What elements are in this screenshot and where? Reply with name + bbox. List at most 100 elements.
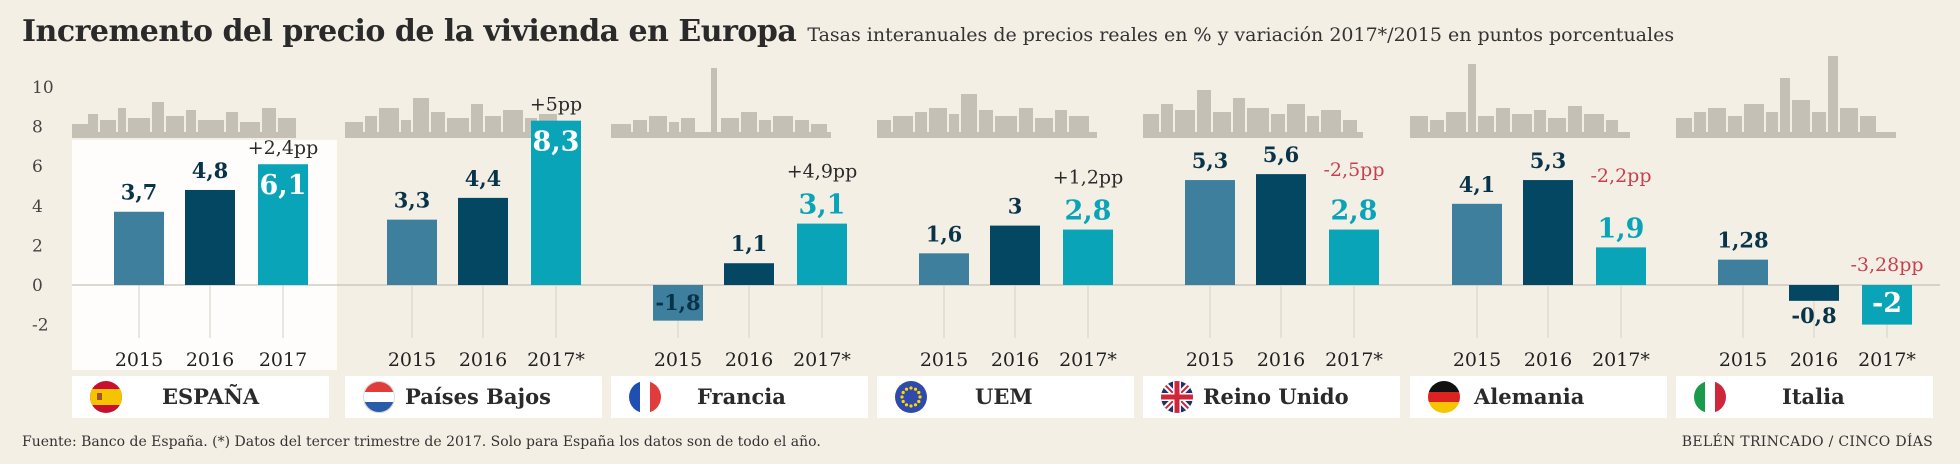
bar-nl-2017* xyxy=(531,120,581,285)
city-skyline-5 xyxy=(1410,64,1630,138)
skyline-building xyxy=(979,110,993,138)
change-annotation: -2,5pp xyxy=(1324,159,1385,181)
country-box: Países Bajos xyxy=(345,376,602,418)
skyline-building xyxy=(1568,106,1582,138)
x-tick-label: 2015 xyxy=(654,349,702,371)
uk-flag-icon xyxy=(1161,381,1193,413)
x-tick-label: 2016 xyxy=(725,349,773,371)
bar-es-2015 xyxy=(114,211,164,285)
x-tick-label: 2017* xyxy=(527,349,585,371)
bar-de-2017* xyxy=(1596,247,1646,285)
skyline-building xyxy=(471,104,483,138)
skyline-building xyxy=(88,114,98,138)
skyline-base xyxy=(877,132,1097,138)
country-box: Reino Unido xyxy=(1143,376,1400,418)
city-skyline-4 xyxy=(1143,90,1363,138)
skyline-building xyxy=(929,108,947,138)
value-label: -0,8 xyxy=(1791,303,1836,328)
skyline-building xyxy=(152,102,164,138)
x-tick-label: 2017* xyxy=(1592,349,1650,371)
value-label: 3 xyxy=(1008,194,1023,219)
skyline-building xyxy=(1247,108,1269,138)
bar-de-2016 xyxy=(1523,180,1573,285)
x-tick-label: 2017* xyxy=(1858,349,1916,371)
bar-eu-2016 xyxy=(990,225,1040,285)
skyline-building xyxy=(1287,104,1305,138)
change-annotation: +2,4pp xyxy=(248,137,318,159)
bar-eu-2015 xyxy=(919,253,969,285)
value-label: 1,6 xyxy=(926,221,963,246)
country-name: Italia xyxy=(1782,384,1845,409)
bar-fr-2016 xyxy=(724,263,774,285)
value-label: 4,4 xyxy=(465,166,502,191)
x-tick-label: 2016 xyxy=(991,349,1039,371)
value-label: -1,8 xyxy=(655,290,700,315)
x-tick-label: 2016 xyxy=(1257,349,1305,371)
country-name: Alemania xyxy=(1474,384,1585,409)
skyline-building xyxy=(118,108,126,138)
bar-uk-2017* xyxy=(1329,229,1379,285)
x-tick-label: 2015 xyxy=(115,349,163,371)
skyline-building xyxy=(915,112,927,138)
skyline-building xyxy=(1446,112,1466,138)
skyline-base xyxy=(72,132,292,138)
value-label: 1,1 xyxy=(731,231,768,256)
city-skyline-2 xyxy=(611,68,831,138)
value-label: 5,3 xyxy=(1192,148,1229,173)
skyline-building xyxy=(503,110,523,138)
title-block: Incremento del precio de la vivienda en … xyxy=(22,14,1674,49)
skyline-building xyxy=(1792,100,1810,138)
de-flag-icon xyxy=(1428,381,1460,413)
it-flag-icon xyxy=(1694,381,1726,413)
skyline-base xyxy=(1410,132,1630,138)
skyline-building xyxy=(226,112,238,138)
bar-it-2016 xyxy=(1789,285,1839,301)
y-tick-label: 4 xyxy=(32,197,43,217)
bar-de-2015 xyxy=(1452,203,1502,285)
skyline-building xyxy=(186,110,196,138)
bar-uk-2016 xyxy=(1256,174,1306,285)
skyline-building xyxy=(1233,98,1245,138)
value-label: -2 xyxy=(1872,288,1902,319)
bar-fr-2015 xyxy=(653,285,703,321)
y-tick-label: -2 xyxy=(32,316,49,336)
value-label: 5,6 xyxy=(1263,142,1300,167)
city-skyline-0 xyxy=(72,102,296,138)
country-box: Italia xyxy=(1676,376,1933,418)
bar-es-2016 xyxy=(185,189,235,285)
skyline-building xyxy=(1468,64,1476,138)
skyline-building xyxy=(1496,108,1510,138)
y-tick-label: 8 xyxy=(32,118,43,138)
y-tick-label: 6 xyxy=(32,157,43,177)
skyline-building xyxy=(1840,108,1858,138)
value-label: 3,3 xyxy=(394,188,431,213)
bar-nl-2016 xyxy=(458,197,508,285)
skyline-building xyxy=(1175,110,1195,138)
x-tick-label: 2017* xyxy=(1059,349,1117,371)
change-annotation: +1,2pp xyxy=(1053,167,1123,189)
value-label: 8,3 xyxy=(533,127,580,158)
country-box: ESPAÑA xyxy=(72,376,329,418)
country-name: Francia xyxy=(697,384,786,409)
value-label: 6,1 xyxy=(260,170,307,201)
value-label: 5,3 xyxy=(1530,148,1567,173)
skyline-building xyxy=(1534,110,1546,138)
city-skyline-6 xyxy=(1676,56,1896,138)
x-tick-label: 2016 xyxy=(459,349,507,371)
x-tick-label: 2016 xyxy=(1790,349,1838,371)
x-tick-label: 2015 xyxy=(920,349,968,371)
bar-nl-2015 xyxy=(387,219,437,285)
eu-flag-icon xyxy=(895,381,927,413)
skyline-building xyxy=(961,94,977,138)
fr-flag-icon xyxy=(629,381,661,413)
skyline-building xyxy=(1213,112,1231,138)
skyline-building xyxy=(401,120,411,138)
x-tick-label: 2016 xyxy=(186,349,234,371)
bar-it-2015 xyxy=(1718,259,1768,285)
x-tick-label: 2015 xyxy=(1453,349,1501,371)
skyline-base xyxy=(611,132,831,138)
x-tick-label: 2015 xyxy=(1719,349,1767,371)
skyline-building xyxy=(431,112,445,138)
skyline-building xyxy=(1744,104,1764,138)
